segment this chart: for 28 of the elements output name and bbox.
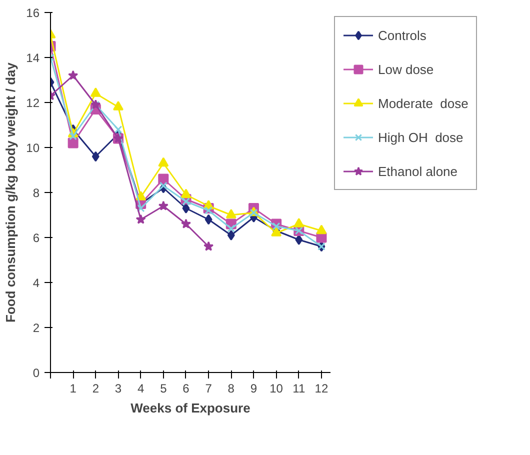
x-tick-label: 10	[270, 382, 284, 396]
x-axis-title: Weeks of Exposure	[130, 400, 250, 416]
legend-label: Low dose	[378, 62, 434, 76]
x-tick-label: 5	[160, 382, 168, 396]
legend-label: Controls	[378, 28, 426, 42]
x-tick-label: 6	[182, 382, 190, 396]
x-tick-label: 12	[314, 382, 328, 396]
y-tick-label: 2	[32, 321, 40, 335]
x-tick-label: 1	[70, 382, 77, 396]
y-tick-label: 12	[26, 96, 40, 110]
y-axis-title: Food consumption g/kg body weight / day	[3, 62, 18, 322]
x-tick-label: 9	[250, 382, 258, 396]
legend-label: High OH dose	[378, 130, 464, 144]
legend-label: Ethanol alone	[378, 164, 458, 178]
x-tick-label: 3	[114, 382, 122, 396]
y-tick-label: 6	[32, 231, 40, 245]
y-tick-label: 4	[32, 276, 40, 290]
y-tick-label: 0	[32, 366, 40, 380]
legend-label: Moderate dose	[378, 96, 468, 110]
x-tick-label: 7	[205, 382, 212, 396]
x-tick-label: 11	[292, 382, 306, 396]
y-tick-label: 8	[32, 186, 40, 200]
y-tick-label: 10	[26, 141, 40, 155]
x-tick-label: 8	[228, 382, 235, 396]
y-tick-label: 14	[26, 51, 40, 65]
x-tick-label: 4	[137, 382, 144, 396]
x-tick-label: 2	[92, 382, 100, 396]
y-tick-label: 16	[26, 6, 40, 20]
